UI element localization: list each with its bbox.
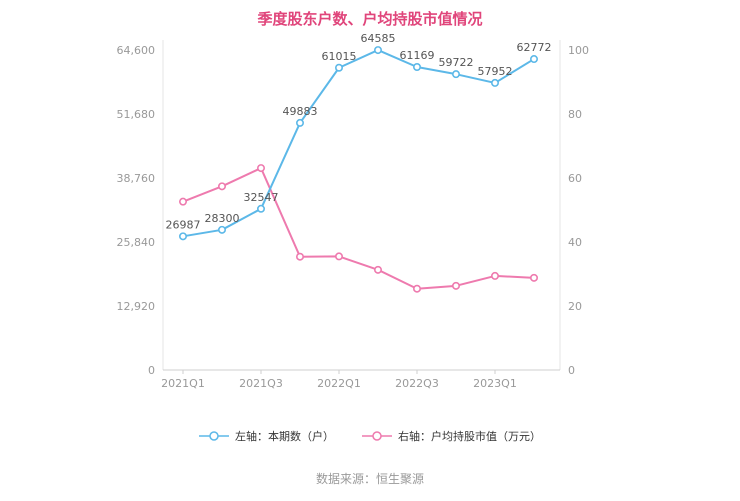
data-point — [295, 252, 304, 261]
svg-text:61169: 61169 — [400, 49, 435, 62]
legend-item-shareholder-count[interactable]: 左轴：本期数（户） — [199, 428, 334, 444]
x-axis-tick-labels: 2021Q1 2021Q3 2022Q1 2022Q3 2023Q1 — [161, 370, 517, 390]
svg-text:49883: 49883 — [283, 105, 318, 118]
chart-legend: 左轴：本期数（户） 右轴：户均持股市值（万元） — [0, 428, 740, 444]
svg-text:40: 40 — [568, 236, 582, 249]
svg-text:2022Q3: 2022Q3 — [395, 377, 439, 390]
svg-text:2023Q1: 2023Q1 — [473, 377, 517, 390]
svg-text:57952: 57952 — [478, 65, 513, 78]
series-left: 26987 28300 32547 49883 61015 64585 61169 59722… — [166, 32, 552, 241]
svg-text:59722: 59722 — [439, 56, 474, 69]
data-source-text: 数据来源：恒生聚源 — [315, 472, 424, 486]
svg-text:2022Q1: 2022Q1 — [317, 377, 361, 390]
data-point — [256, 204, 265, 213]
svg-text:12,920: 12,920 — [117, 300, 156, 313]
data-point — [490, 78, 499, 87]
line-marker-icon — [199, 431, 229, 441]
series-right — [179, 164, 538, 293]
svg-text:38,760: 38,760 — [117, 172, 156, 185]
svg-text:25,840: 25,840 — [117, 236, 156, 249]
data-point — [451, 281, 460, 290]
data-point — [490, 271, 499, 280]
data-point — [529, 55, 538, 64]
svg-text:20: 20 — [568, 300, 582, 313]
data-point — [451, 70, 460, 79]
line-marker-icon — [362, 431, 392, 441]
svg-text:62772: 62772 — [517, 41, 552, 54]
data-point — [334, 252, 343, 261]
svg-text:64,600: 64,600 — [117, 44, 156, 57]
data-point — [334, 63, 343, 72]
svg-text:0: 0 — [568, 364, 575, 377]
series-line — [182, 49, 535, 238]
svg-text:64585: 64585 — [361, 32, 396, 45]
svg-text:26987: 26987 — [166, 218, 201, 231]
chart-canvas: 0 12,920 25,840 38,760 51,680 64,600 0 20 40 60 80… — [117, 32, 590, 390]
svg-text:100: 100 — [568, 44, 589, 57]
axes — [162, 40, 561, 371]
right-axis-tick-labels: 0 20 40 60 80 100 — [568, 44, 589, 377]
chart-title: 季度股东户数、户均持股市值情况 — [257, 10, 483, 28]
legend-item-market-value[interactable]: 右轴：户均持股市值（万元） — [362, 428, 541, 444]
svg-text:32547: 32547 — [244, 191, 279, 204]
svg-text:2021Q3: 2021Q3 — [239, 377, 283, 390]
data-point — [218, 225, 227, 234]
data-point — [529, 273, 538, 282]
svg-text:28300: 28300 — [205, 212, 240, 225]
data-point — [179, 232, 188, 241]
svg-text:2021Q1: 2021Q1 — [161, 377, 205, 390]
svg-text:0: 0 — [148, 364, 155, 377]
data-point — [179, 197, 188, 206]
left-axis-tick-labels: 0 12,920 25,840 38,760 51,680 64,600 — [117, 44, 156, 377]
svg-text:61015: 61015 — [322, 50, 357, 63]
legend-label-shareholder-count: 左轴：本期数（户） — [235, 430, 334, 443]
data-point — [218, 182, 227, 191]
svg-text:80: 80 — [568, 108, 582, 121]
series-line — [182, 167, 535, 290]
legend-label-market-value: 右轴：户均持股市值（万元） — [398, 430, 541, 443]
data-point — [256, 164, 265, 173]
data-point — [412, 62, 421, 71]
data-point — [295, 118, 304, 127]
svg-text:60: 60 — [568, 172, 582, 185]
data-point — [412, 284, 421, 293]
data-point — [373, 265, 382, 274]
data-point — [373, 46, 382, 55]
svg-text:51,680: 51,680 — [117, 108, 156, 121]
